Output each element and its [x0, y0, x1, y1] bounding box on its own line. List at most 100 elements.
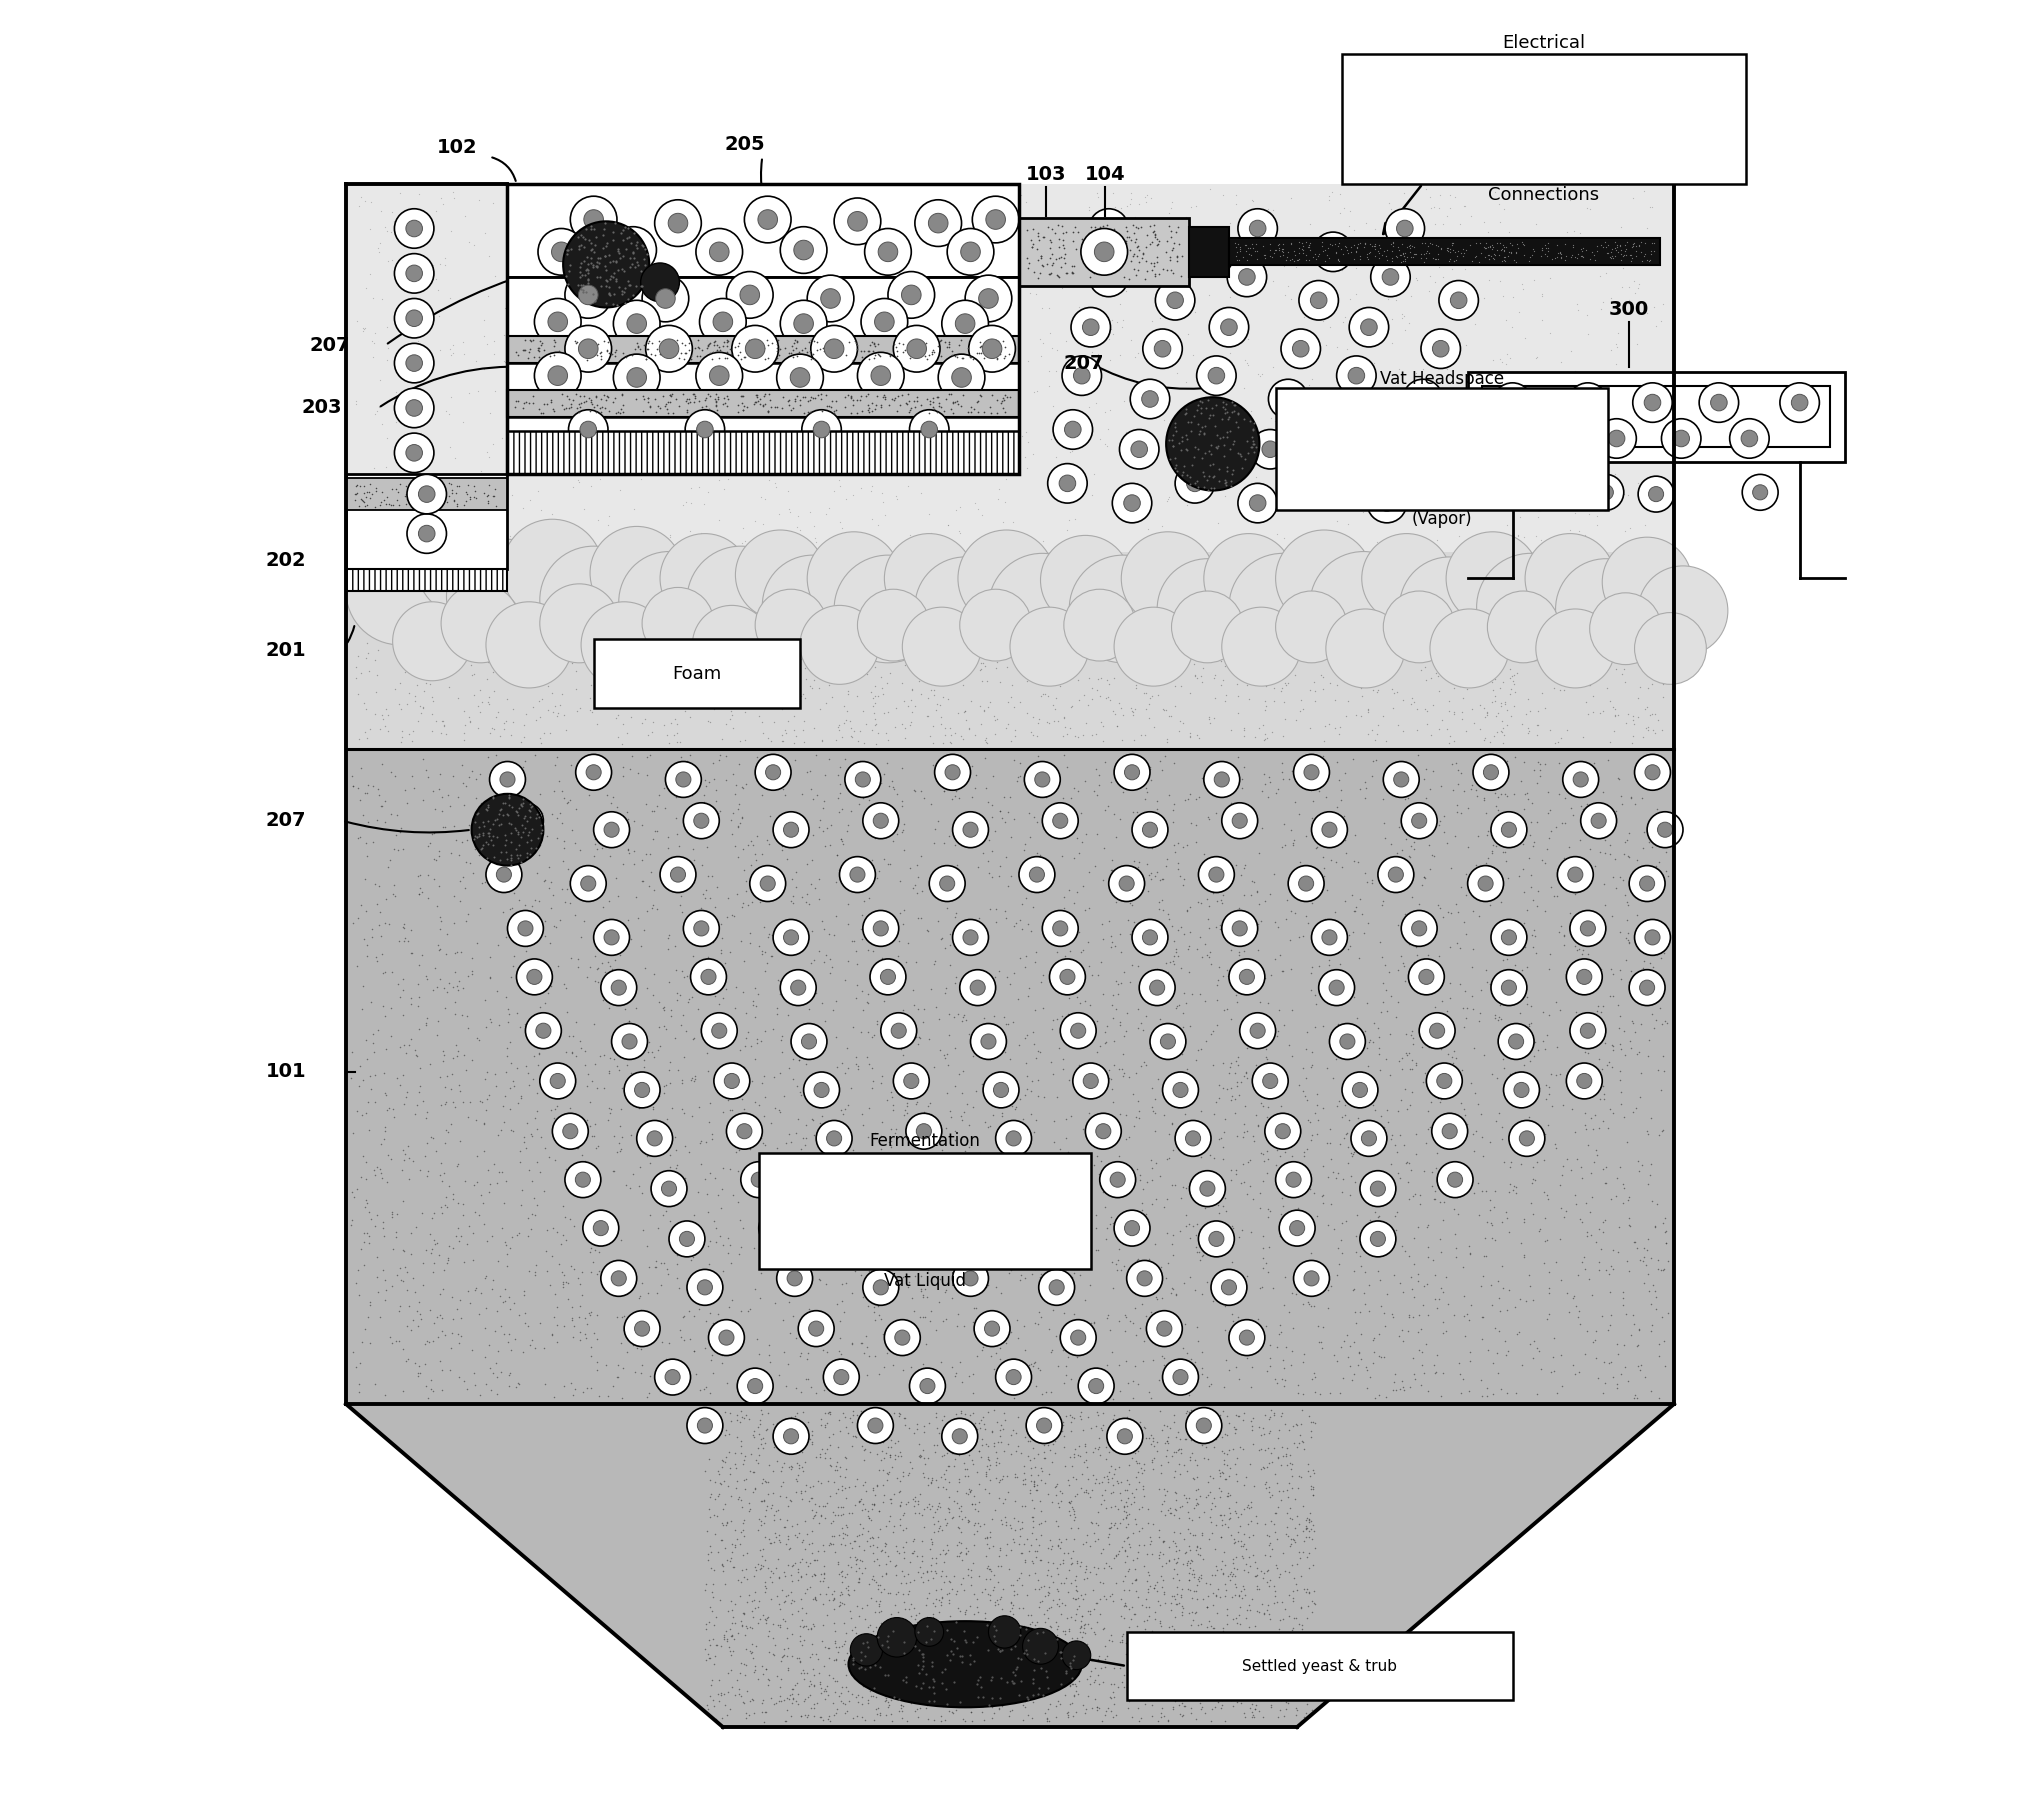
Point [939, 1033, 972, 1062]
Circle shape [826, 1130, 842, 1147]
Circle shape [612, 1024, 648, 1060]
Point [1206, 1506, 1238, 1534]
Point [1208, 636, 1240, 665]
Point [1085, 213, 1117, 242]
Point [533, 853, 566, 882]
Point [909, 1644, 941, 1673]
Circle shape [709, 242, 729, 261]
Point [1012, 755, 1044, 784]
Point [741, 548, 774, 577]
Point [747, 1551, 780, 1579]
Point [1351, 645, 1384, 674]
Point [998, 1576, 1030, 1605]
Point [798, 1585, 830, 1614]
Point [1119, 869, 1151, 898]
Point [982, 1442, 1014, 1471]
Point [875, 451, 907, 480]
Point [1026, 251, 1058, 279]
Point [1588, 233, 1620, 261]
Point [529, 269, 562, 297]
Point [1283, 799, 1315, 828]
Point [642, 573, 675, 602]
Point [1602, 701, 1634, 730]
Point [834, 398, 867, 427]
Point [661, 1249, 693, 1278]
Point [978, 1626, 1010, 1655]
Point [822, 761, 854, 790]
Point [933, 617, 966, 645]
Point [1069, 645, 1101, 674]
Point [1028, 1437, 1060, 1466]
Point [1329, 1327, 1361, 1356]
Point [1454, 608, 1487, 636]
Point [1093, 1300, 1125, 1329]
Point [893, 651, 925, 680]
Point [856, 328, 889, 357]
Point [576, 698, 608, 727]
Point [1190, 1664, 1222, 1693]
Point [1234, 1657, 1267, 1686]
Point [723, 573, 755, 602]
Point [347, 1228, 380, 1257]
Point [810, 653, 842, 682]
Point [727, 1405, 760, 1433]
Point [608, 278, 640, 307]
Point [1036, 215, 1069, 243]
Point [1192, 1592, 1224, 1621]
Point [1584, 242, 1616, 270]
Point [1349, 229, 1382, 258]
Point [582, 362, 614, 391]
Point [499, 249, 531, 278]
Point [608, 1316, 640, 1345]
Circle shape [1063, 1641, 1091, 1670]
Point [945, 1412, 978, 1441]
Point [1234, 548, 1267, 577]
Point [412, 485, 444, 514]
Point [622, 1030, 654, 1058]
Point [976, 1666, 1008, 1695]
Point [1164, 1450, 1196, 1478]
Point [1034, 260, 1067, 288]
Point [1153, 1493, 1186, 1522]
Point [604, 939, 636, 968]
Point [941, 1487, 974, 1516]
Point [558, 602, 590, 631]
Point [887, 1313, 919, 1341]
Point [1638, 236, 1671, 265]
Point [1127, 1531, 1159, 1560]
Point [992, 797, 1024, 826]
Point [1024, 243, 1056, 272]
Point [1058, 1435, 1091, 1464]
Point [408, 745, 440, 773]
Point [844, 1641, 877, 1670]
Point [867, 1397, 899, 1426]
Point [1182, 420, 1214, 449]
Point [933, 1051, 966, 1080]
Point [1002, 1071, 1034, 1100]
Point [1056, 593, 1089, 622]
Point [1361, 1022, 1394, 1051]
Point [1252, 880, 1285, 909]
Point [923, 1516, 955, 1545]
Point [1060, 1561, 1093, 1590]
Point [953, 1689, 986, 1718]
Point [893, 1576, 925, 1605]
Point [1079, 777, 1111, 806]
Point [608, 256, 640, 285]
Point [1588, 777, 1620, 806]
Point [1198, 1668, 1230, 1697]
Point [1349, 384, 1382, 413]
Point [1333, 1085, 1366, 1114]
Point [1054, 1102, 1087, 1130]
Point [949, 564, 982, 593]
Point [1450, 920, 1483, 948]
Point [1089, 1028, 1121, 1057]
Point [941, 1655, 974, 1684]
Point [964, 263, 996, 292]
Point [681, 523, 713, 552]
Point [1137, 216, 1170, 245]
Point [1644, 307, 1677, 335]
Point [798, 344, 830, 373]
Point [891, 389, 923, 418]
Point [909, 1450, 941, 1478]
